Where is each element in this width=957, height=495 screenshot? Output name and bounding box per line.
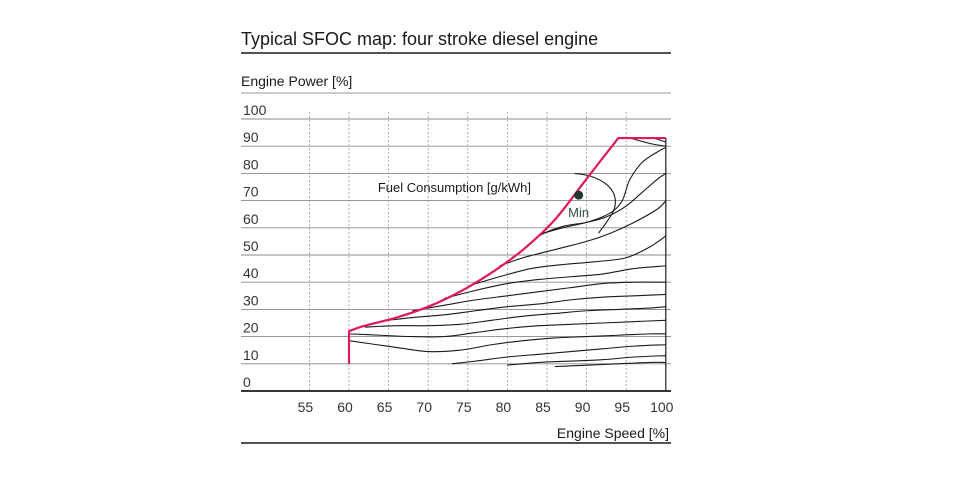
contour-line-5: [412, 281, 666, 312]
contour-line-9: [518, 172, 667, 255]
contour-line-10: [542, 147, 667, 234]
y-tick-label: 0: [243, 374, 251, 390]
x-tick-label: 80: [496, 399, 512, 415]
x-tick-label: 60: [337, 399, 353, 415]
y-tick-label: 70: [243, 184, 259, 200]
contour-line-12: [630, 137, 666, 147]
y-tick-label: 10: [243, 347, 259, 363]
boundary-line: [347, 136, 666, 364]
y-tick-label: 30: [243, 292, 259, 308]
y-tick-label: 80: [243, 156, 259, 172]
contour-line-15: [507, 355, 666, 366]
x-axis-label: Engine Speed [%]: [557, 425, 669, 441]
x-tick-label: 75: [456, 399, 472, 415]
x-tick-label: 65: [377, 399, 393, 415]
contour-line-8: [499, 200, 667, 267]
y-tick-label: 50: [243, 238, 259, 254]
contour-line-7: [471, 235, 667, 286]
x-tick-labels: 55 60 65 70 75 80 85 90 95 100: [298, 399, 674, 415]
contour-line-14: [451, 344, 666, 365]
y-tick-labels: 0 10 20 30 40 50 60 70 80 90 100: [243, 102, 267, 390]
y-axis-label: Engine Power [%]: [241, 73, 352, 89]
x-tick-label: 70: [416, 399, 432, 415]
frame-lines: [241, 52, 671, 444]
contour-line-3: [364, 306, 666, 328]
contour-line-16: [554, 361, 666, 368]
y-tick-label: 90: [243, 129, 259, 145]
contour-line-1: [348, 333, 666, 353]
chart-title: Typical SFOC map: four stroke diesel eng…: [241, 29, 598, 49]
y-tick-label: 40: [243, 265, 259, 281]
contour-lines: [348, 137, 667, 368]
min-point-marker: [574, 190, 584, 200]
contour-line-11: [574, 172, 616, 234]
boundary-curve: [347, 136, 666, 364]
contour-line-6: [443, 265, 666, 300]
contour-line-4: [388, 293, 666, 321]
x-tick-label: 55: [298, 399, 314, 415]
y-tick-label: 60: [243, 211, 259, 227]
min-label: Min: [568, 205, 589, 220]
fuel-consumption-annotation: Fuel Consumption [g/kWh]: [378, 180, 531, 195]
contour-line-2: [348, 319, 666, 338]
gridlines: [241, 112, 671, 392]
x-tick-label: 90: [575, 399, 591, 415]
x-tick-label: 95: [614, 399, 630, 415]
x-tick-label: 100: [650, 399, 674, 415]
y-tick-label: 100: [243, 102, 267, 118]
x-tick-label: 85: [535, 399, 551, 415]
y-tick-label: 20: [243, 320, 259, 336]
